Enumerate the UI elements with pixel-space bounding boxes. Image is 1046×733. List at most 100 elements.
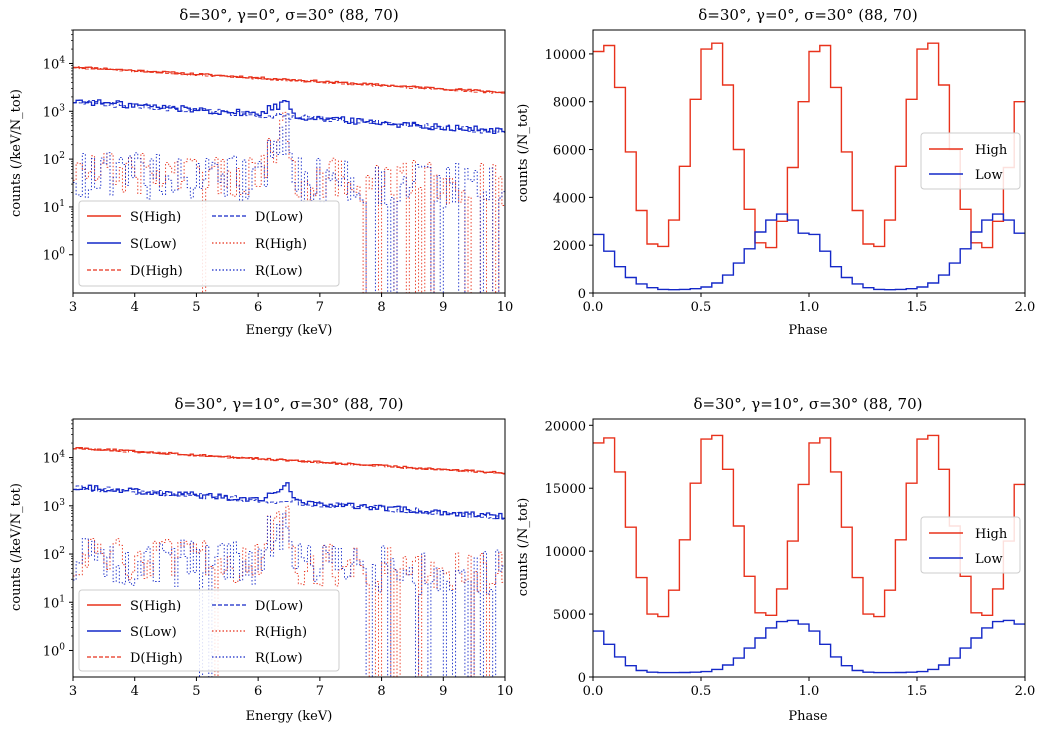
legend-label-r-low: R(Low) [255,651,303,666]
y-tick-label: 104 [43,450,66,467]
y-tick-label: 20000 [545,419,586,434]
y-tick-label: 5000 [553,608,586,623]
panel-title: δ=30°, γ=10°, σ=30° (88, 70) [175,395,404,413]
legend-label-high: High [975,527,1008,542]
panel-title: δ=30°, γ=10°, σ=30° (88, 70) [694,395,923,413]
y-tick-base: 10 [43,644,60,659]
x-tick-label: 0.0 [583,300,604,315]
x-tick-label: 10 [497,684,514,699]
y-tick-label: 102 [43,546,65,563]
legend-label-low: Low [975,552,1003,567]
legend: High Low [920,132,1021,190]
x-axis-label: Phase [788,323,828,338]
x-tick-label: 2.0 [1015,684,1036,699]
x-tick-label: 0.0 [583,684,604,699]
y-tick-label: 100 [43,642,66,659]
y-axis-label: counts (/N_tot) [516,498,531,597]
x-tick-label: 1.5 [907,684,928,699]
y-tick-exp: 1 [59,594,65,604]
legend-label-r-high: R(High) [255,625,307,640]
x-tick-label: 7 [316,300,324,315]
x-tick-label: 6 [254,684,262,699]
y-tick-label: 103 [43,498,66,515]
x-tick-label: 1.0 [799,684,820,699]
x-tick-label: 0.5 [691,684,712,699]
plot-frame [592,29,1026,294]
x-tick-label: 1.5 [907,300,928,315]
plot-frame [72,418,506,678]
y-tick-base: 10 [43,249,60,264]
y-tick-exp: 3 [59,103,65,113]
y-tick-label: 104 [43,55,66,72]
series-rlow [73,117,505,294]
legend-label-r-high: R(High) [255,237,307,252]
x-axis-label: Phase [788,709,828,724]
legend-label-low: Low [975,168,1003,183]
y-tick-base: 10 [43,548,60,563]
axis-ticks: 0.0 0.5 1.0 1.5 2.0 0 5000 10000 15000 20000 [545,419,1036,699]
plot-frame [592,418,1026,678]
legend-label-s-high: S(High) [130,210,181,225]
x-tick-label: 7 [316,684,324,699]
legend-label-d-low: D(Low) [255,210,303,225]
y-tick-exp: 2 [59,151,65,161]
x-tick-label: 3 [69,300,77,315]
legend: S(High) D(Low) S(Low) R(High) D(High) R(… [78,589,340,672]
y-tick-exp: 2 [59,546,65,556]
series-rlow [73,512,505,678]
series-dhigh [73,66,505,94]
legend-box [920,516,1021,574]
x-tick-label: 8 [377,300,385,315]
plot-series [73,66,505,294]
y-tick-label: 103 [43,103,66,120]
y-tick-base: 10 [43,201,60,216]
x-tick-label: 5 [192,684,200,699]
series-dlow [73,100,505,134]
x-tick-label: 8 [377,684,385,699]
y-tick-label: 10000 [545,545,586,560]
legend: S(High) D(Low) S(Low) R(High) D(High) R(… [78,200,340,287]
y-tick-label: 15000 [545,482,586,497]
legend-label-d-low: D(Low) [255,599,303,614]
y-tick-label: 4000 [553,191,586,206]
y-tick-exp: 4 [59,55,65,65]
legend-label-s-high: S(High) [130,599,181,614]
legend-box [920,132,1021,190]
panel-lightcurve-top: δ=30°, γ=0°, σ=30° (88, 70) counts (/N_t… [516,6,1035,338]
series-dlow [73,485,505,520]
x-tick-label: 1.0 [799,300,820,315]
y-tick-exp: 1 [59,199,65,209]
y-tick-exp: 3 [59,498,65,508]
y-tick-label: 0 [578,671,586,686]
y-tick-base: 10 [43,452,60,467]
y-tick-label: 0 [578,287,586,302]
series-slow [73,482,505,520]
series-slow [73,99,505,135]
x-tick-label: 0.5 [691,300,712,315]
panel-title: δ=30°, γ=0°, σ=30° (88, 70) [179,6,398,24]
x-tick-label: 3 [69,684,77,699]
y-tick-label: 100 [43,247,66,264]
series-low [593,213,1025,291]
series-shigh [73,447,505,475]
series-rhigh [73,505,505,678]
y-tick-label: 6000 [553,144,586,159]
x-tick-label: 9 [439,300,447,315]
y-tick-label: 10000 [545,48,586,63]
x-tick-label: 4 [131,300,139,315]
y-tick-exp: 0 [59,642,65,652]
panel-spectrum-bottom: δ=30°, γ=10°, σ=30° (88, 70) counts (/ke… [9,395,513,724]
y-tick-label: 8000 [553,96,586,111]
legend-label-r-low: R(Low) [255,264,303,279]
x-tick-label: 10 [497,300,514,315]
legend-label-d-high: D(High) [130,651,183,666]
y-axis-label: counts (/keV/N_tot) [9,89,24,217]
panel-lightcurve-bottom: δ=30°, γ=10°, σ=30° (88, 70) counts (/N_… [516,395,1035,724]
legend-label-s-low: S(Low) [130,625,177,640]
x-tick-label: 5 [192,300,200,315]
y-axis-label: counts (/N_tot) [516,104,531,203]
legend: High Low [920,516,1021,574]
legend-label-high: High [975,143,1008,158]
